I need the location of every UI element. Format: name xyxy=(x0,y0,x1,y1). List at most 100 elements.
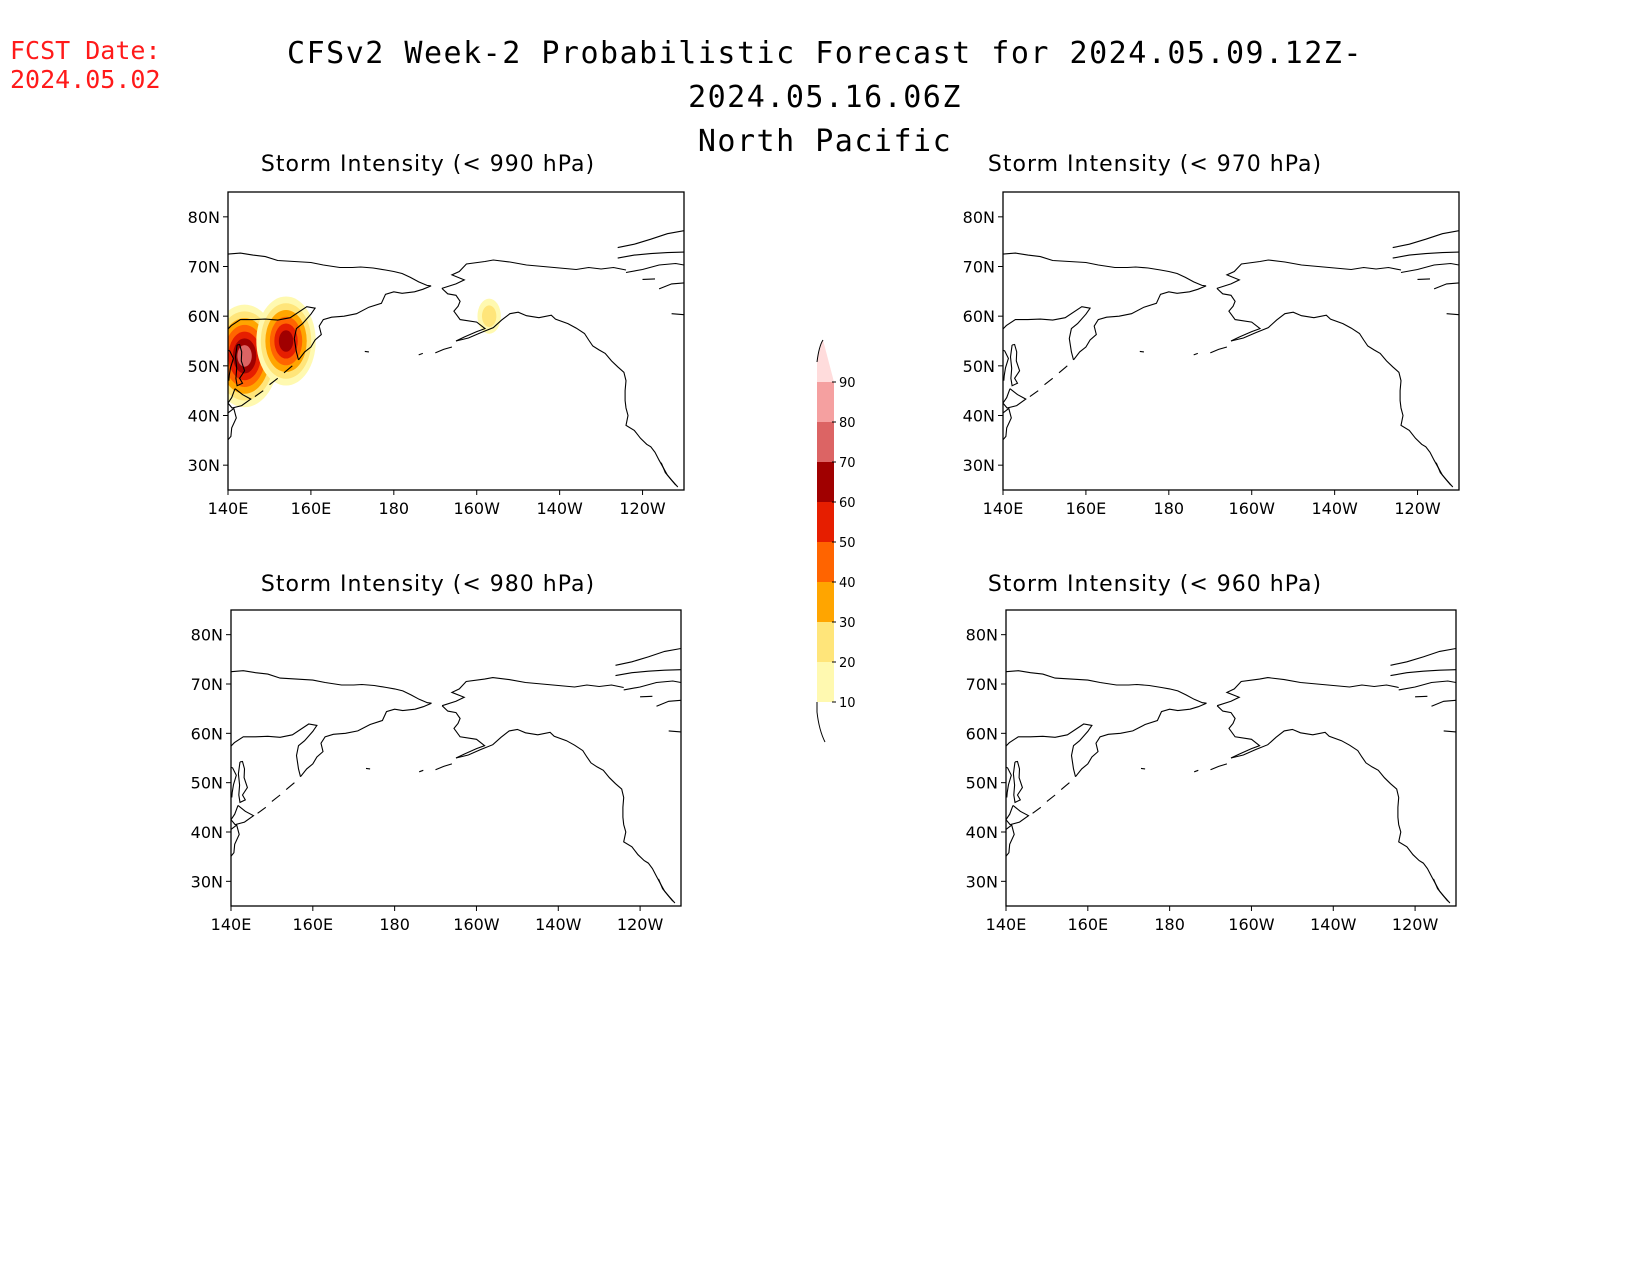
coastline-16 xyxy=(435,346,453,354)
y-tick-label: 80N xyxy=(966,626,998,645)
coastline-17 xyxy=(1390,647,1456,666)
y-tick-label: 30N xyxy=(188,456,220,475)
coastline-13 xyxy=(660,462,679,488)
coastline-10 xyxy=(1216,677,1399,707)
coastline-18 xyxy=(1390,669,1456,677)
colorbar-label: 60 xyxy=(839,496,856,511)
coastline-10 xyxy=(441,259,627,289)
coastline-7 xyxy=(1029,390,1039,398)
coastline-19 xyxy=(1400,262,1459,274)
coastline-14 xyxy=(364,350,369,353)
colorbar-box xyxy=(817,582,834,622)
colorbar-label: 30 xyxy=(839,616,856,631)
coastline-2 xyxy=(1073,285,1207,361)
coastline-3 xyxy=(1003,306,1092,381)
coastline-13 xyxy=(657,878,676,904)
coastline-7 xyxy=(254,390,264,398)
x-tick-label: 180 xyxy=(1154,915,1185,934)
coastline-5 xyxy=(1006,804,1030,826)
coastline-22 xyxy=(1415,695,1428,698)
y-tick-label: 70N xyxy=(966,675,998,694)
coastline-16 xyxy=(1210,763,1228,771)
panel-title-960: Storm Intensity (< 960 hPa) xyxy=(987,572,1323,597)
coastline-6 xyxy=(1003,407,1012,441)
colorbar-label: 20 xyxy=(839,656,856,671)
x-tick-label: 140W xyxy=(1311,499,1358,518)
coastline-9 xyxy=(283,365,293,374)
x-tick-label: 140E xyxy=(986,915,1027,934)
coastline-8 xyxy=(1046,794,1056,802)
coastline-4 xyxy=(234,343,246,387)
y-tick-label: 50N xyxy=(966,774,998,793)
map-panel-p990: 140E 160E 180 160W 140W 120W 80N 70N 60N 50N 40N 30… xyxy=(188,191,685,518)
y-tick-label: 40N xyxy=(963,407,995,426)
coastline-14 xyxy=(1140,767,1146,770)
coastline-14 xyxy=(365,767,371,770)
coastline-8 xyxy=(1044,377,1054,386)
title-line-2: North Pacific xyxy=(697,124,953,159)
coastline-18 xyxy=(1392,251,1459,259)
y-tick-label: 70N xyxy=(188,258,220,277)
coastline-2 xyxy=(300,702,432,778)
coastline-1 xyxy=(228,252,432,287)
coastline-5 xyxy=(1003,388,1027,409)
coastline-9 xyxy=(1058,365,1068,374)
coastline-5 xyxy=(228,388,252,409)
coastline-18 xyxy=(615,669,681,677)
forecast-date-label: FCST Date: xyxy=(10,36,161,65)
y-tick-label: 30N xyxy=(966,872,998,891)
coastline-13 xyxy=(1435,462,1454,488)
coastline-12 xyxy=(1230,311,1452,486)
coastline-22 xyxy=(642,278,656,280)
x-tick-label: 160E xyxy=(1066,499,1107,518)
coastline-13 xyxy=(1432,878,1451,904)
map-panel-p960: 140E 160E 180 160W 140W 120W 80N 70N 60N 50N 40N 30… xyxy=(966,609,1457,934)
coastline-15 xyxy=(418,352,423,356)
coastline-2 xyxy=(1075,702,1207,778)
coastline-19 xyxy=(625,262,684,274)
y-tick-label: 80N xyxy=(963,208,995,227)
colorbar-cap-bottom-edge xyxy=(816,702,826,743)
map-frame xyxy=(1005,609,1457,907)
x-tick-label: 120W xyxy=(617,915,664,934)
title-line-1: CFSv2 Week-2 Probabilistic Forecast for … xyxy=(287,36,1363,115)
y-tick-label: 40N xyxy=(966,823,998,842)
coastline-3 xyxy=(231,723,318,798)
coastline-10 xyxy=(1216,259,1402,289)
coastline-1 xyxy=(1006,670,1207,704)
colorbar-box xyxy=(817,622,834,662)
coastline-4 xyxy=(1009,343,1021,387)
coastline-11 xyxy=(441,705,486,759)
coastline-11 xyxy=(1216,705,1261,759)
x-tick-label: 180 xyxy=(379,499,410,518)
x-tick-label: 140W xyxy=(535,915,582,934)
x-tick-label: 140E xyxy=(208,499,249,518)
panel-title-990: Storm Intensity (< 990 hPa) xyxy=(260,152,596,177)
y-tick-label: 80N xyxy=(191,626,223,645)
colorbar-box xyxy=(817,382,834,422)
y-tick-label: 60N xyxy=(188,307,220,326)
coastline-1 xyxy=(1003,252,1207,287)
coastline-17 xyxy=(1392,230,1459,249)
coastline-6 xyxy=(1006,824,1015,857)
colorbar-label: 80 xyxy=(839,416,856,431)
coastline-12 xyxy=(455,728,674,902)
coastline-7 xyxy=(257,806,267,814)
y-tick-label: 60N xyxy=(191,724,223,743)
page-title: CFSv2 Week-2 Probabilistic Forecast for … xyxy=(180,32,1470,164)
colorbar-box xyxy=(817,462,834,502)
coastline-1 xyxy=(231,670,432,704)
panel-title-980: Storm Intensity (< 980 hPa) xyxy=(260,572,596,597)
coastline-20 xyxy=(658,282,684,290)
coastline-7 xyxy=(1032,806,1042,814)
coastline-10 xyxy=(441,677,624,707)
colorbar-cap-top xyxy=(817,340,834,382)
map-panel-p980: 140E 160E 180 160W 140W 120W 80N 70N 60N 50N 40N 30… xyxy=(191,609,682,934)
coastline-8 xyxy=(269,377,279,386)
coastline-11 xyxy=(441,287,487,342)
map-frame xyxy=(1002,191,1460,491)
forecast-date-value: 2024.05.02 xyxy=(10,65,161,94)
x-tick-label: 180 xyxy=(1154,499,1185,518)
coastline-3 xyxy=(228,306,317,381)
colorbar-label: 10 xyxy=(839,696,856,711)
